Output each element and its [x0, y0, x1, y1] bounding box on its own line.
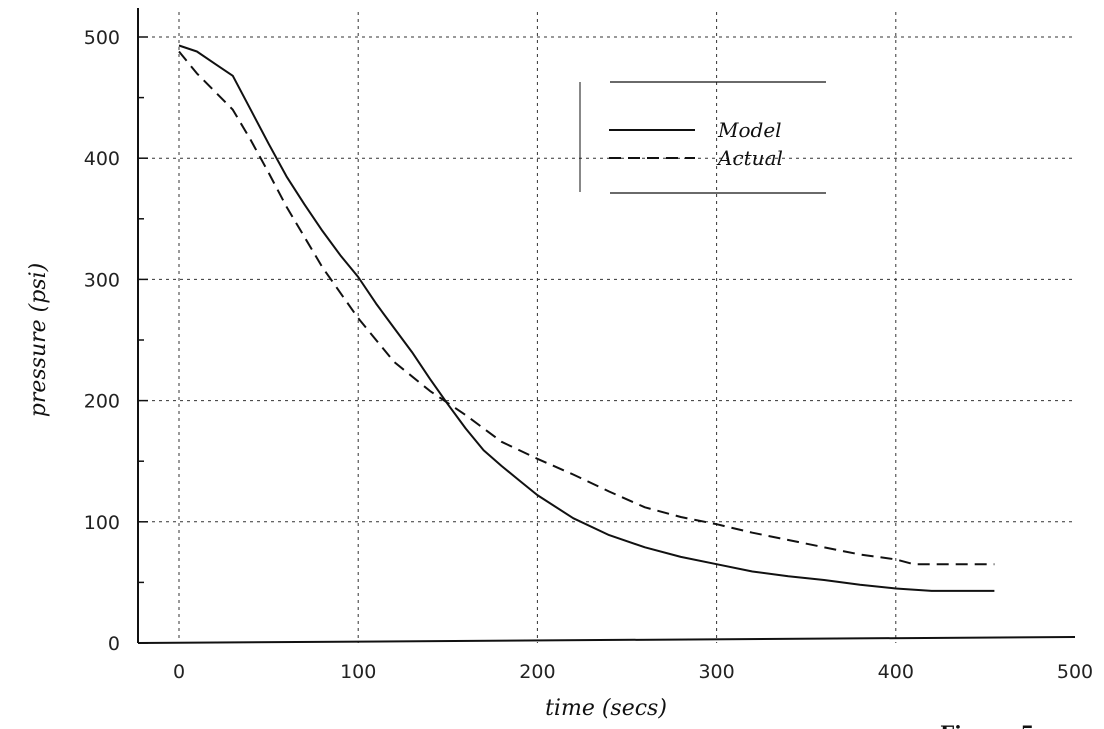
- tick-labels: 0 100 200 300 400 500 0 100 200 300 400 500: [84, 27, 1093, 683]
- series-line-model: [178, 44, 995, 592]
- x-tick-label-0: 0: [173, 661, 185, 683]
- y-tick-label-0: 0: [108, 633, 120, 655]
- x-tick-label-3: 300: [698, 661, 734, 683]
- x-tick-label-1: 100: [340, 661, 376, 683]
- series-lines: [178, 44, 995, 592]
- legend: Model Actual: [579, 81, 826, 194]
- y-tick-label-5: 500: [84, 27, 120, 49]
- x-tick-label-4: 400: [878, 661, 914, 683]
- axes: [137, 8, 1076, 644]
- legend-label-model: Model: [717, 118, 782, 142]
- y-axis-title: pressure (psi): [26, 263, 51, 417]
- legend-label-actual: Actual: [716, 146, 783, 170]
- y-tick-label-2: 200: [84, 391, 120, 413]
- x-axis-title: time (secs): [545, 696, 667, 721]
- y-tick-label-4: 400: [84, 148, 120, 170]
- x-axis-line: [137, 636, 1076, 644]
- y-tick-label-1: 100: [84, 512, 120, 534]
- grid-lines: [138, 12, 1075, 643]
- y-tick-label-3: 300: [84, 269, 120, 291]
- series-line-actual: [178, 50, 995, 566]
- figure-caption: Figure 5a: [940, 721, 1047, 729]
- x-tick-label-2: 200: [519, 661, 555, 683]
- x-tick-label-5: 500: [1057, 661, 1093, 683]
